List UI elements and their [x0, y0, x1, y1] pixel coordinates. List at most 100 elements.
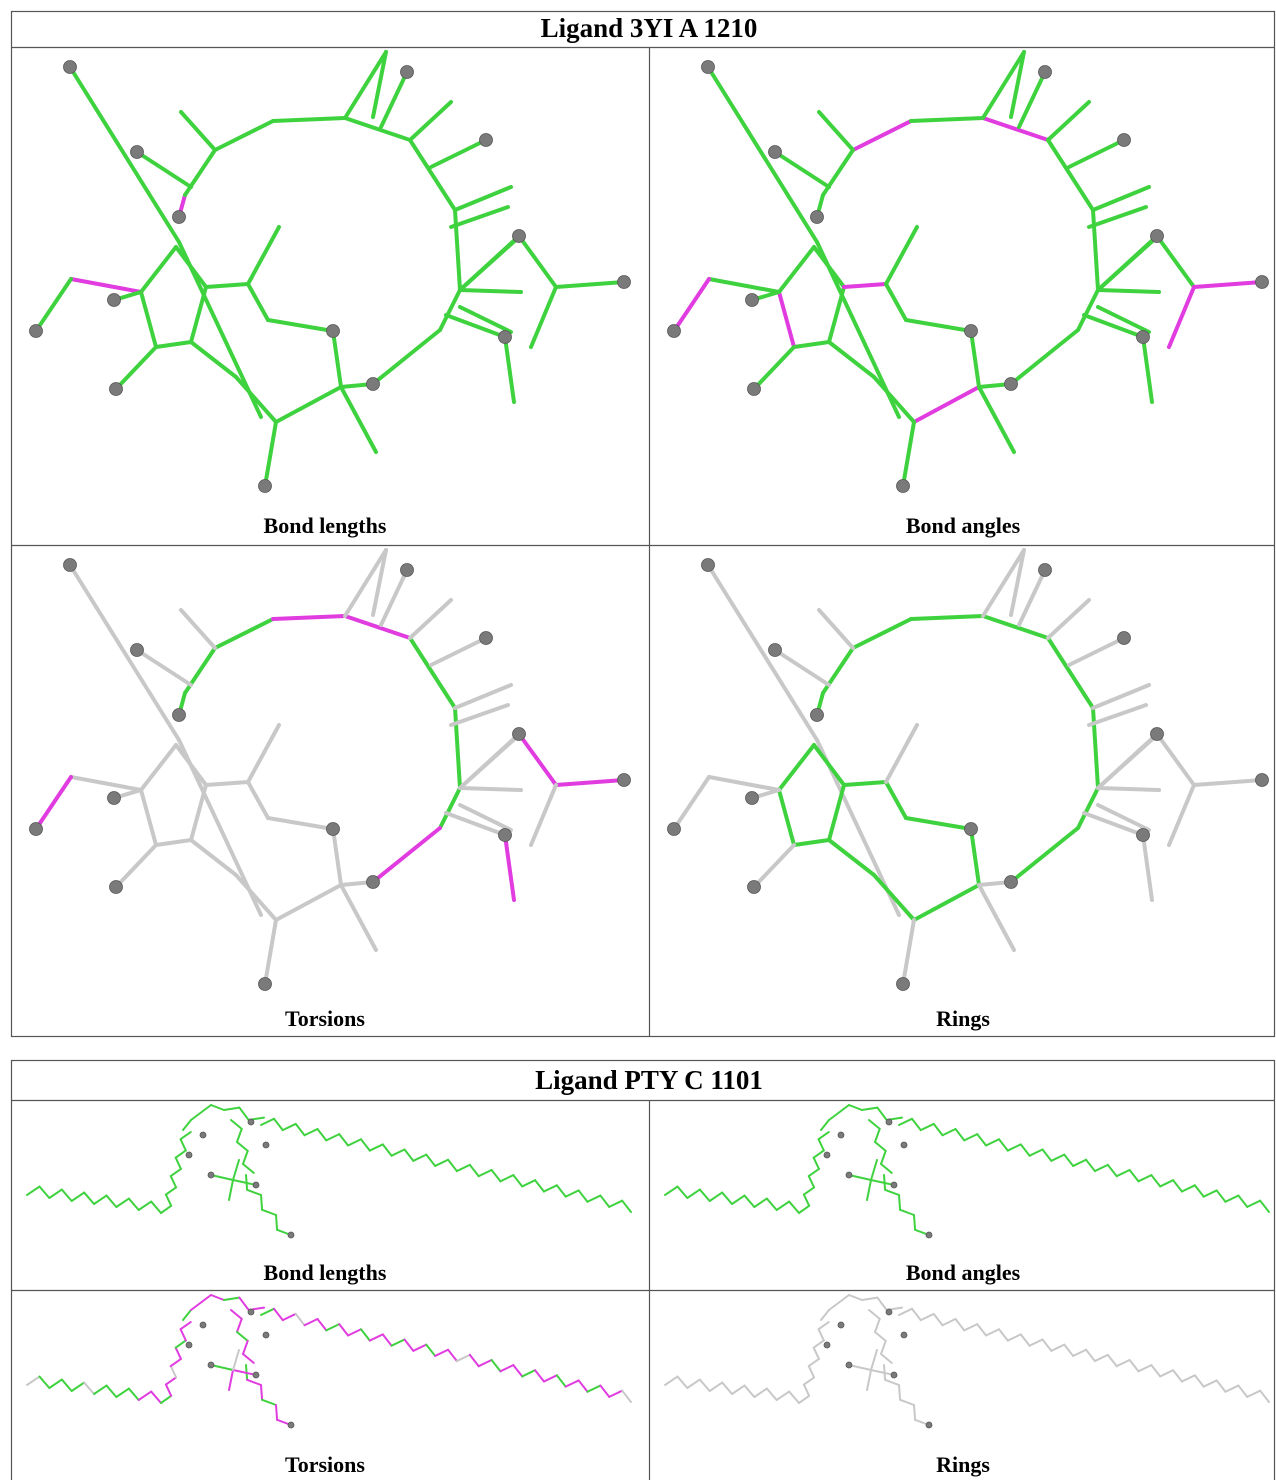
- bond: [819, 1132, 829, 1139]
- bond: [460, 788, 521, 790]
- atom: [480, 632, 493, 645]
- bond: [1098, 788, 1159, 790]
- atom: [811, 709, 824, 722]
- bond: [1204, 1190, 1217, 1196]
- panel-caption: Torsions: [285, 1006, 365, 1031]
- bond: [1078, 788, 1098, 828]
- bond: [674, 279, 709, 331]
- bond: [171, 1176, 176, 1187]
- bond: [71, 279, 141, 292]
- bond: [339, 1324, 348, 1335]
- bond: [161, 1396, 171, 1403]
- bond: [886, 782, 906, 818]
- bond: [867, 1180, 871, 1200]
- bond: [708, 565, 817, 740]
- bond: [732, 1196, 744, 1204]
- bond: [886, 725, 917, 782]
- bond: [183, 1310, 191, 1320]
- bond: [1195, 1185, 1204, 1196]
- bond: [1151, 1365, 1160, 1376]
- bond: [237, 1129, 242, 1142]
- bond: [531, 287, 556, 347]
- bond: [181, 1132, 191, 1139]
- bond: [151, 1202, 161, 1213]
- bond: [248, 284, 268, 320]
- bond: [413, 1155, 426, 1161]
- atom: [846, 1172, 852, 1178]
- bond: [72, 1383, 84, 1391]
- atom: [259, 480, 272, 493]
- bond: [457, 1355, 470, 1361]
- molecule-3yi: [668, 550, 1269, 991]
- bond: [1247, 1391, 1260, 1397]
- bond: [231, 1310, 242, 1319]
- bond: [274, 1309, 283, 1320]
- bond: [116, 1389, 128, 1397]
- bond: [874, 875, 914, 920]
- atom: [824, 1152, 830, 1158]
- bond: [381, 570, 407, 625]
- bond: [435, 1350, 448, 1356]
- bond: [1195, 1375, 1204, 1386]
- bond: [1117, 1170, 1130, 1176]
- bond: [276, 1215, 277, 1230]
- bond: [262, 1400, 276, 1405]
- atom: [702, 559, 715, 572]
- bond: [522, 1180, 535, 1186]
- bond: [687, 1190, 699, 1198]
- bond: [94, 1196, 106, 1204]
- molecule-3yi: [668, 52, 1269, 493]
- bond: [176, 1158, 181, 1169]
- bond: [410, 102, 451, 140]
- bond: [1069, 638, 1124, 665]
- bond: [137, 650, 191, 685]
- bond: [1098, 290, 1159, 292]
- bond: [775, 152, 829, 187]
- bond: [247, 1380, 261, 1385]
- bond: [809, 1169, 819, 1176]
- bond: [710, 1193, 722, 1201]
- bond: [161, 1206, 171, 1213]
- bond: [1238, 1386, 1247, 1397]
- bond: [500, 1365, 513, 1371]
- bond: [317, 1319, 326, 1330]
- bond: [877, 1298, 886, 1310]
- bond: [779, 292, 794, 347]
- bond: [519, 236, 556, 287]
- bond: [886, 227, 917, 284]
- bond: [829, 785, 844, 840]
- bond: [709, 777, 779, 790]
- atom: [253, 1372, 259, 1378]
- bond: [1130, 1170, 1139, 1181]
- bond: [535, 1180, 544, 1191]
- bond: [448, 1160, 457, 1171]
- bond: [544, 1185, 557, 1191]
- bond: [1130, 1360, 1139, 1371]
- molecule-3yi: [30, 550, 631, 991]
- atom: [1039, 66, 1052, 79]
- bond: [875, 1332, 886, 1341]
- bond: [141, 790, 156, 845]
- bond: [181, 610, 215, 648]
- bond: [809, 1366, 814, 1377]
- bond: [804, 1385, 809, 1396]
- bond: [1095, 1165, 1108, 1171]
- bond: [829, 287, 844, 342]
- bond: [237, 1319, 242, 1332]
- bond: [1073, 1160, 1086, 1166]
- bond: [557, 1375, 566, 1386]
- panel-caption: Rings: [936, 1452, 990, 1477]
- bond: [556, 282, 624, 287]
- bond: [274, 1119, 283, 1130]
- atom: [1005, 876, 1018, 889]
- bond: [361, 1329, 370, 1340]
- atom: [30, 325, 43, 338]
- molecule-pty: [665, 1295, 1269, 1428]
- bond: [955, 1319, 964, 1330]
- bond: [732, 1386, 744, 1394]
- atom: [401, 66, 414, 79]
- bond: [1108, 1165, 1117, 1176]
- atom: [965, 823, 978, 836]
- bond: [156, 840, 191, 845]
- bond: [247, 1190, 261, 1195]
